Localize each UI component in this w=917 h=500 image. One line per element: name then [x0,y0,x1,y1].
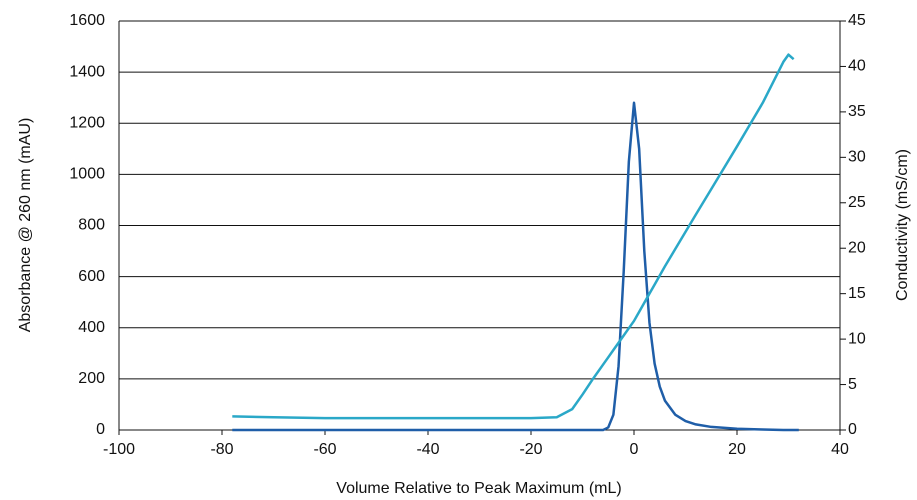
y2-tick-label: 35 [848,103,866,120]
y2-tick-label: 0 [848,421,857,438]
y-tick-label: 200 [78,370,105,387]
data-line [232,53,795,420]
y2-axis-label: Conductivity (mS/cm) [894,149,911,301]
x-axis-label: Volume Relative to Peak Maximum (mL) [336,480,621,497]
y-tick-label: 0 [96,421,105,438]
y-tick-label: 1200 [69,114,105,131]
x-tick-label: -20 [519,441,542,458]
x-tick-label: -60 [313,441,336,458]
data-line [232,101,799,432]
y2-tick-label: 20 [848,239,866,256]
y-tick-label: 1000 [69,166,105,183]
y2-tick-label: 40 [848,58,866,75]
y-axis-label: Absorbance @ 260 nm (mAU) [17,118,34,333]
x-tick-label: -40 [416,441,439,458]
y-tick-label: 1400 [69,63,105,80]
y2-tick-label: 45 [848,12,866,29]
y2-tick-label: 25 [848,194,866,211]
y2-tick-label: 5 [848,376,857,393]
y-tick-label: 400 [78,319,105,336]
y-tick-label: 600 [78,268,105,285]
x-tick-label: 20 [728,441,746,458]
y2-tick-label: 15 [848,285,866,302]
y2-tick-label: 30 [848,149,866,166]
x-tick-label: 40 [831,441,849,458]
y-tick-label: 800 [78,217,105,234]
x-tick-label: -100 [103,441,135,458]
x-tick-label: -80 [210,441,233,458]
y2-tick-label: 10 [848,330,866,347]
y-tick-label: 1600 [69,12,105,29]
x-tick-label: 0 [630,441,639,458]
